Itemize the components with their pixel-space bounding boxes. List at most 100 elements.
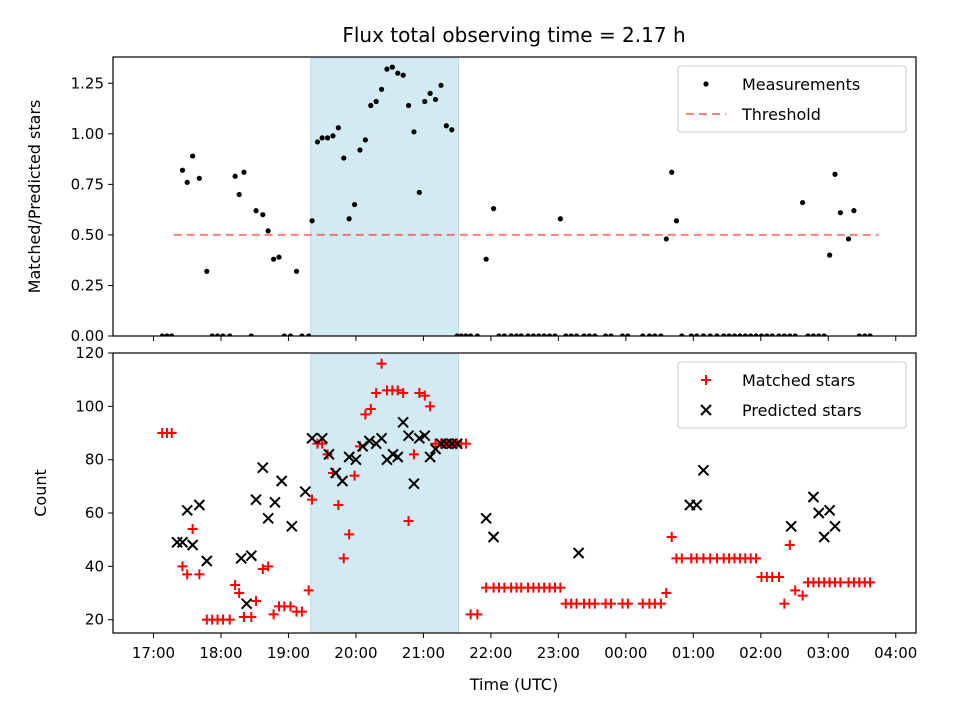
measurement-point <box>753 333 759 336</box>
measurement-point <box>454 333 460 336</box>
measurement-point <box>792 333 798 336</box>
matched-star-point <box>661 588 672 598</box>
measurement-point <box>227 333 233 336</box>
x-axis-label: Time (UTC) <box>469 675 558 694</box>
predicted-star-point <box>356 440 369 453</box>
predicted-star-point <box>818 531 830 543</box>
x-tick-label: 04:00 <box>874 644 917 662</box>
measurement-point <box>816 333 822 336</box>
measurement-point <box>652 333 658 336</box>
measurement-point <box>351 201 358 208</box>
measurement-point <box>714 333 720 336</box>
measurement-point <box>707 333 713 336</box>
bottom-legend: Matched stars Predicted stars <box>677 361 907 429</box>
matched-star-point <box>251 596 262 606</box>
matched-star-point <box>784 540 795 550</box>
measurement-point <box>700 333 707 336</box>
legend-label: Measurements <box>742 75 860 94</box>
bottom-legend-box <box>677 361 907 429</box>
measurement-point <box>395 70 401 76</box>
top-legend: Measurements Threshold <box>677 65 907 133</box>
measurement-point <box>265 228 271 234</box>
predicted-star-point <box>392 451 404 463</box>
measurement-point <box>742 333 748 336</box>
matched-star-point <box>655 598 666 609</box>
matched-star-point <box>797 590 808 601</box>
measurement-point <box>501 333 507 336</box>
measurement-point <box>856 333 862 336</box>
matched-star-point <box>303 585 314 596</box>
bottom-y-tick-label: 100 <box>75 397 104 415</box>
x-tick-label: 01:00 <box>672 644 715 662</box>
predicted-star-point <box>690 499 703 511</box>
measurement-point <box>416 189 422 196</box>
x-tick-label: 22:00 <box>469 644 512 662</box>
matched-star-point <box>333 500 344 510</box>
matched-star-point <box>392 385 403 396</box>
bottom-axes-frame <box>112 352 917 634</box>
matched-star-point <box>676 553 687 564</box>
matched-star-point <box>166 428 177 438</box>
matched-star-point <box>419 390 430 401</box>
measurement-point <box>169 333 175 336</box>
measurement-point <box>513 333 520 336</box>
top-data-layer <box>159 64 879 336</box>
measurement-point <box>837 210 844 216</box>
measurement-point <box>673 218 680 224</box>
legend-measurement-swatch <box>703 81 709 87</box>
measurement-point <box>299 333 305 336</box>
measurement-point <box>781 333 788 336</box>
predicted-star-point <box>375 432 388 445</box>
measurement-point <box>232 173 238 179</box>
matched-star-point <box>257 564 268 574</box>
predicted-star-point <box>785 520 797 533</box>
x-tick-label: 03:00 <box>807 644 850 662</box>
measurement-point <box>335 125 341 131</box>
bottom-y-tick-label: 20 <box>85 611 104 629</box>
measurement-point <box>541 333 547 336</box>
bottom-y-tick-label: 60 <box>85 504 104 522</box>
measurement-point <box>546 333 553 336</box>
top-panel: 0.00 0.25 0.50 0.75 1.00 1.25 Matched/Predicte… <box>25 56 917 345</box>
measurement-point <box>769 333 775 336</box>
measurement-point <box>530 333 536 336</box>
matched-star-point <box>224 614 235 625</box>
top-observing-window-shade <box>310 56 459 337</box>
measurement-point <box>602 333 609 336</box>
matched-star-point <box>234 588 245 598</box>
measurement-point <box>293 268 300 274</box>
matched-star-point <box>268 609 279 620</box>
predicted-star-point <box>487 531 500 543</box>
measurement-point <box>827 252 833 258</box>
legend-label: Predicted stars <box>742 401 862 420</box>
measurement-point <box>787 333 793 336</box>
predicted-star-point <box>336 475 349 487</box>
measurement-point <box>330 133 336 139</box>
predicted-star-point <box>299 485 312 498</box>
measurement-point <box>658 333 664 336</box>
measurement-point <box>646 333 653 336</box>
measurement-point <box>845 236 852 242</box>
matched-star-point <box>398 388 409 398</box>
legend-label: Matched stars <box>742 371 855 390</box>
predicted-star-point <box>813 507 825 519</box>
predicted-star-point <box>176 536 189 549</box>
measurement-point <box>400 72 406 78</box>
measurement-point <box>669 169 675 175</box>
measurement-point <box>220 333 226 336</box>
measurement-point <box>411 129 417 135</box>
predicted-star-point <box>343 451 355 463</box>
bottom-data-layer <box>157 358 876 625</box>
measurement-point <box>518 333 524 336</box>
top-y-tick-label: 0.50 <box>71 226 104 244</box>
bottom-y-axis-label: Count <box>31 469 50 517</box>
x-tick-label: 17:00 <box>132 644 175 662</box>
matched-star-point <box>408 449 419 460</box>
predicted-star-point <box>240 597 253 610</box>
predicted-star-point <box>245 549 258 562</box>
predicted-star-point <box>257 461 269 474</box>
measurement-point <box>474 333 480 336</box>
measurement-point <box>378 86 385 92</box>
measurement-point <box>764 333 770 336</box>
